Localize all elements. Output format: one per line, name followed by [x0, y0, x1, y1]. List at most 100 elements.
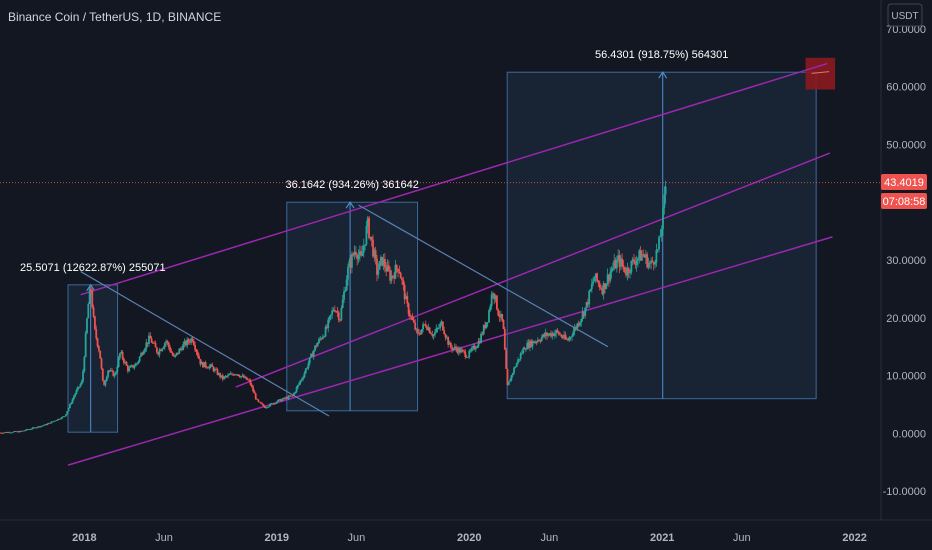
candle-body	[51, 421, 54, 423]
candle-body	[391, 275, 394, 277]
candle-body	[0, 432, 3, 434]
candle-body	[66, 411, 69, 415]
candle-body	[463, 350, 465, 352]
candle-body	[22, 430, 25, 432]
candle-body	[233, 374, 236, 376]
candle-body	[594, 273, 597, 279]
candle-body	[74, 393, 77, 397]
candle-body	[88, 288, 91, 304]
candle-body	[544, 332, 547, 337]
candle-body	[515, 363, 518, 367]
candle-body	[555, 330, 558, 334]
candle-body	[163, 343, 166, 348]
candle-body	[136, 363, 138, 364]
candle-body	[121, 351, 124, 359]
candle-body	[660, 229, 663, 237]
candle-body	[431, 334, 434, 337]
candle-body	[577, 323, 580, 326]
candle-body	[575, 327, 577, 329]
candle-body	[100, 358, 103, 369]
candle-body	[364, 244, 367, 246]
candle-body	[468, 350, 471, 357]
candle-body	[572, 331, 575, 337]
candle-body	[399, 272, 402, 279]
candle-body	[436, 328, 439, 329]
candle-body	[323, 336, 326, 338]
candle-body	[510, 375, 513, 381]
measurement-boxes[interactable]	[67, 71, 817, 433]
candle-body	[593, 278, 596, 282]
time-axis[interactable]: 2018 Jun 2019 Jun 2020 Jun 2021 Jun 2022	[0, 519, 932, 544]
candle-body	[581, 311, 584, 320]
candle-body	[343, 291, 345, 300]
currency-badge[interactable]: USDT	[887, 3, 923, 27]
price-tick-label: 0.0000	[892, 428, 926, 440]
candle-body	[216, 369, 219, 375]
candle-body	[129, 366, 132, 368]
candle-body	[187, 339, 190, 342]
candle-body	[341, 299, 344, 308]
candle-body	[171, 352, 174, 356]
candle-body	[144, 348, 146, 352]
candle-body	[561, 337, 564, 339]
candle-body	[449, 342, 452, 348]
candle-body	[235, 374, 237, 376]
candle-body	[240, 376, 243, 378]
candle-body	[565, 338, 568, 340]
candle-body	[418, 332, 421, 334]
candle-body	[586, 302, 589, 305]
candle-body	[282, 397, 285, 400]
target-zone[interactable]	[805, 57, 836, 90]
candle-body	[518, 359, 521, 360]
candle-body	[291, 395, 294, 397]
candle-body	[481, 333, 484, 335]
candle-body	[639, 250, 642, 261]
candle-body	[290, 395, 293, 397]
candle-body	[215, 369, 218, 370]
candle-body	[556, 330, 559, 332]
candle-body	[606, 274, 609, 284]
candle-body	[525, 349, 527, 351]
candle-body	[97, 346, 100, 351]
candle-body	[7, 432, 9, 434]
time-tick-label: Jun	[155, 532, 173, 544]
candle-body	[104, 381, 107, 386]
candle-body	[393, 275, 396, 279]
candle-body	[424, 324, 427, 327]
candle-body	[448, 342, 451, 345]
candle-body	[70, 403, 73, 405]
candle-body	[257, 399, 260, 402]
candle-body	[563, 334, 566, 339]
candle-body	[159, 349, 162, 351]
candle-body	[78, 386, 80, 388]
candle-body	[602, 283, 605, 295]
candle-body	[219, 373, 222, 378]
candle-body	[95, 328, 98, 339]
candle-body	[99, 350, 102, 359]
candle-body	[45, 424, 48, 426]
candle-body	[253, 391, 256, 394]
drawing-lines[interactable]	[67, 62, 833, 466]
candle-body	[125, 362, 128, 366]
candle-body	[590, 283, 593, 290]
price-tick-label: 60.0000	[886, 82, 926, 94]
candle-body	[295, 387, 298, 392]
candle-body	[478, 341, 481, 344]
candle-body	[390, 275, 393, 281]
candle-body	[353, 251, 356, 256]
candle-body	[86, 318, 88, 334]
candle-body	[428, 327, 431, 333]
candle-body	[560, 334, 563, 338]
measurement-arrowhead	[86, 283, 96, 292]
candle-body	[68, 404, 71, 409]
candle-body	[401, 278, 403, 281]
candle-body	[299, 380, 302, 384]
candle-body	[635, 260, 638, 265]
candle-body	[245, 376, 248, 380]
candle-body	[303, 372, 306, 378]
candle-body	[438, 327, 440, 329]
candle-body	[63, 416, 66, 418]
candle-body	[615, 259, 618, 269]
candle-body	[625, 272, 627, 276]
